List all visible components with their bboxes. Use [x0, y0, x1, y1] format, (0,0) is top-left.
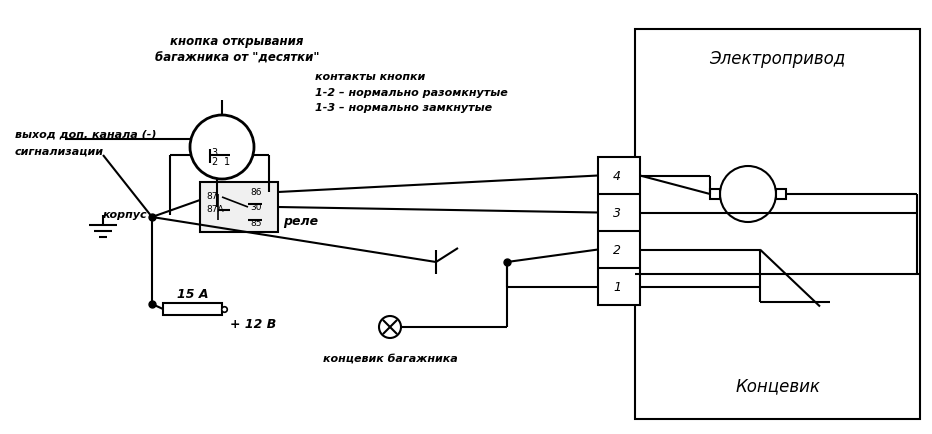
- Text: 2: 2: [211, 157, 217, 167]
- Text: корпус: корпус: [103, 210, 147, 220]
- Text: контакты кнопки: контакты кнопки: [315, 72, 425, 82]
- Bar: [710, 190, 720, 200]
- Text: 86: 86: [250, 187, 262, 197]
- Text: 1: 1: [224, 157, 230, 167]
- Text: 85: 85: [250, 218, 262, 227]
- Text: кнопка открывания: кнопка открывания: [171, 35, 304, 48]
- Text: + 12 В: + 12 В: [230, 317, 276, 330]
- Text: Электропривод: Электропривод: [709, 50, 845, 68]
- Text: 4: 4: [613, 170, 621, 183]
- Text: Концевик: Концевик: [735, 376, 820, 394]
- Text: 2: 2: [613, 243, 621, 256]
- Text: сигнализации: сигнализации: [15, 147, 104, 157]
- Text: 3: 3: [211, 148, 217, 158]
- Text: 3: 3: [613, 207, 621, 220]
- Text: 1-2 – нормально разомкнутые: 1-2 – нормально разомкнутые: [315, 88, 508, 98]
- Bar: [776, 190, 786, 200]
- Text: 87: 87: [206, 191, 217, 201]
- Text: 15 А: 15 А: [177, 287, 208, 300]
- Text: реле: реле: [283, 214, 318, 227]
- Text: концевик багажника: концевик багажника: [322, 353, 458, 363]
- Text: 1: 1: [613, 280, 621, 293]
- Text: выход доп. канала (-): выход доп. канала (-): [15, 130, 157, 140]
- Bar: [163, 303, 222, 315]
- Text: 1-3 – нормально замкнутые: 1-3 – нормально замкнутые: [315, 103, 492, 113]
- Bar: [598, 158, 640, 305]
- Text: 30: 30: [250, 203, 262, 211]
- Bar: [200, 183, 278, 233]
- Text: багажника от "десятки": багажника от "десятки": [155, 52, 320, 65]
- Text: 87A: 87A: [206, 204, 224, 214]
- Bar: [635, 30, 920, 419]
